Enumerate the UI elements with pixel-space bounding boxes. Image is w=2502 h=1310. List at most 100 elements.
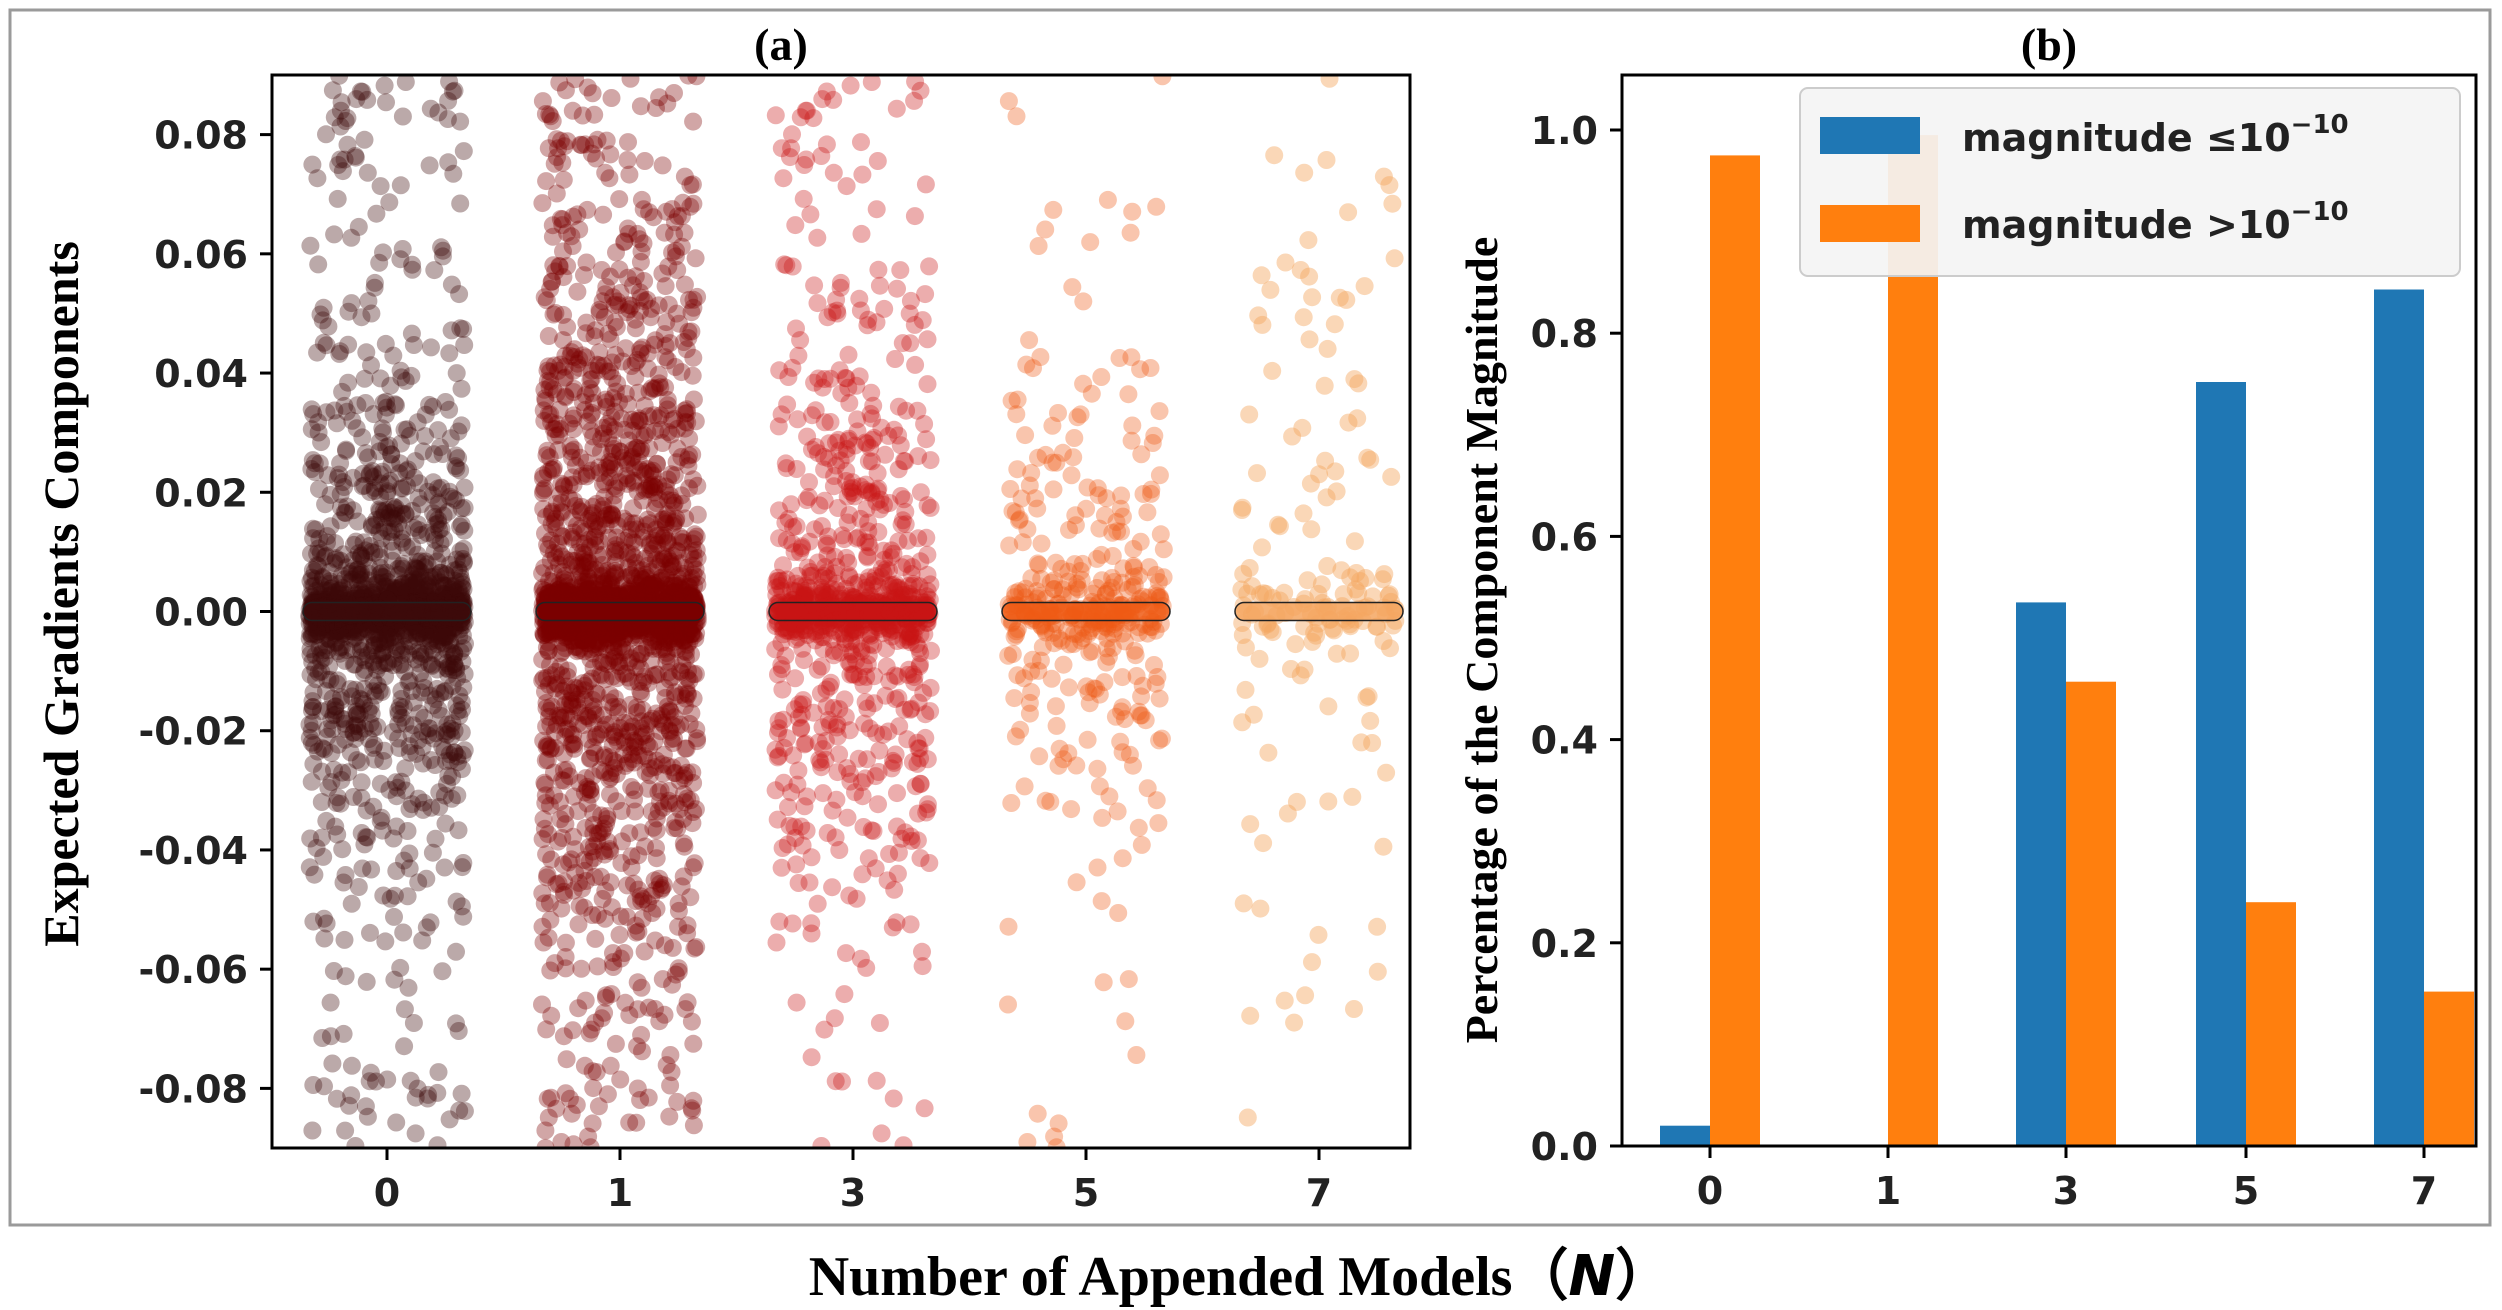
- scatter-point: [1116, 1012, 1135, 1031]
- scatter-point: [576, 553, 595, 571]
- scatter-point: [363, 586, 382, 604]
- scatter-point: [307, 670, 325, 689]
- scatter-point: [387, 1113, 406, 1132]
- scatter-point: [387, 623, 406, 642]
- scatter-point: [302, 544, 320, 563]
- scatter-point: [375, 654, 394, 673]
- scatter-point: [449, 821, 468, 840]
- scatter-point: [824, 477, 843, 496]
- scatter-point: [436, 814, 455, 833]
- scatter-point: [1131, 532, 1150, 551]
- scatter-point: [1093, 808, 1112, 827]
- scatter-point: [380, 193, 399, 212]
- scatter-point: [442, 587, 461, 606]
- scatter-point: [409, 731, 428, 750]
- scatter-point: [406, 452, 425, 471]
- scatter-point: [323, 81, 342, 100]
- scatter-point: [400, 743, 419, 762]
- scatter-point: [414, 754, 432, 773]
- scatter-point: [536, 751, 555, 770]
- scatter-point: [557, 1050, 576, 1069]
- scatter-point: [428, 660, 447, 679]
- scatter-point: [375, 642, 393, 661]
- scatter-point: [355, 585, 374, 604]
- scatter-point: [1113, 698, 1132, 717]
- scatter-point: [639, 1088, 658, 1107]
- scatter-point: [430, 581, 449, 600]
- scatter-point: [401, 1071, 420, 1090]
- scatter-point: [438, 110, 457, 128]
- scatter-point: [1044, 200, 1063, 219]
- scatter-point: [380, 583, 399, 602]
- scatter-point: [831, 273, 850, 292]
- scatter-point: [344, 551, 363, 570]
- scatter-point: [377, 501, 396, 520]
- scatter-point: [347, 419, 366, 438]
- scatter-point: [862, 821, 881, 840]
- scatter-point: [1036, 220, 1055, 239]
- scatter-point: [577, 464, 596, 483]
- scatter-point: [589, 356, 608, 375]
- scatter-point: [373, 567, 392, 586]
- scatter-point: [418, 523, 437, 542]
- scatter-point: [395, 662, 414, 681]
- scatter-point: [1028, 1104, 1047, 1123]
- scatter-point: [302, 733, 321, 752]
- scatter-point: [1123, 416, 1142, 435]
- scatter-point: [304, 529, 323, 548]
- scatter-point: [337, 558, 356, 577]
- scatter-point: [358, 620, 376, 638]
- scatter-point: [392, 689, 411, 708]
- scatter-point: [452, 515, 471, 534]
- scatter-point: [416, 586, 435, 605]
- scatter-point: [537, 845, 556, 864]
- scatter-point: [839, 566, 858, 585]
- scatter-point: [674, 867, 693, 886]
- scatter-point: [392, 479, 411, 498]
- scatter-point: [317, 336, 336, 355]
- scatter-point: [429, 493, 448, 512]
- scatter-point: [378, 482, 397, 501]
- scatter-point: [365, 736, 384, 754]
- scatter-point: [631, 887, 650, 906]
- scatter-point: [428, 635, 447, 654]
- scatter-point: [397, 620, 416, 639]
- scatter-point: [872, 1124, 891, 1143]
- scatter-point: [424, 504, 443, 523]
- scatter-point: [336, 651, 355, 670]
- scatter-point: [426, 756, 445, 774]
- scatter-point: [420, 567, 439, 586]
- scatter-point: [448, 786, 467, 805]
- scatter-point: [439, 587, 458, 606]
- scatter-point: [556, 933, 575, 952]
- scatter-point: [304, 624, 323, 643]
- scatter-point: [618, 151, 637, 169]
- scatter-point: [657, 643, 676, 662]
- scatter-point: [342, 622, 361, 641]
- scatter-point: [1100, 787, 1119, 806]
- scatter-point: [373, 645, 392, 664]
- scatter-point: [422, 751, 440, 770]
- scatter-point: [347, 702, 366, 721]
- scatter-point: [414, 442, 433, 461]
- scatter-point: [916, 728, 935, 747]
- scatter-point: [598, 561, 617, 580]
- scatter-point: [336, 866, 355, 884]
- scatter-point: [404, 570, 423, 589]
- scatter-point: [1041, 573, 1060, 592]
- scatter-point: [387, 817, 406, 836]
- scatter-point: [445, 743, 464, 762]
- scatter-point: [332, 771, 351, 789]
- scatter-point: [858, 548, 877, 567]
- scatter-point: [423, 640, 442, 659]
- scatter-point: [1049, 404, 1067, 422]
- scatter-point: [392, 434, 410, 453]
- scatter-point: [859, 849, 878, 868]
- scatter-point: [445, 645, 464, 664]
- scatter-point: [326, 534, 344, 553]
- scatter-point: [376, 636, 395, 655]
- scatter-point: [619, 133, 637, 152]
- scatter-point: [1145, 656, 1163, 674]
- scatter-point: [576, 991, 595, 1010]
- scatter-point: [327, 1089, 346, 1108]
